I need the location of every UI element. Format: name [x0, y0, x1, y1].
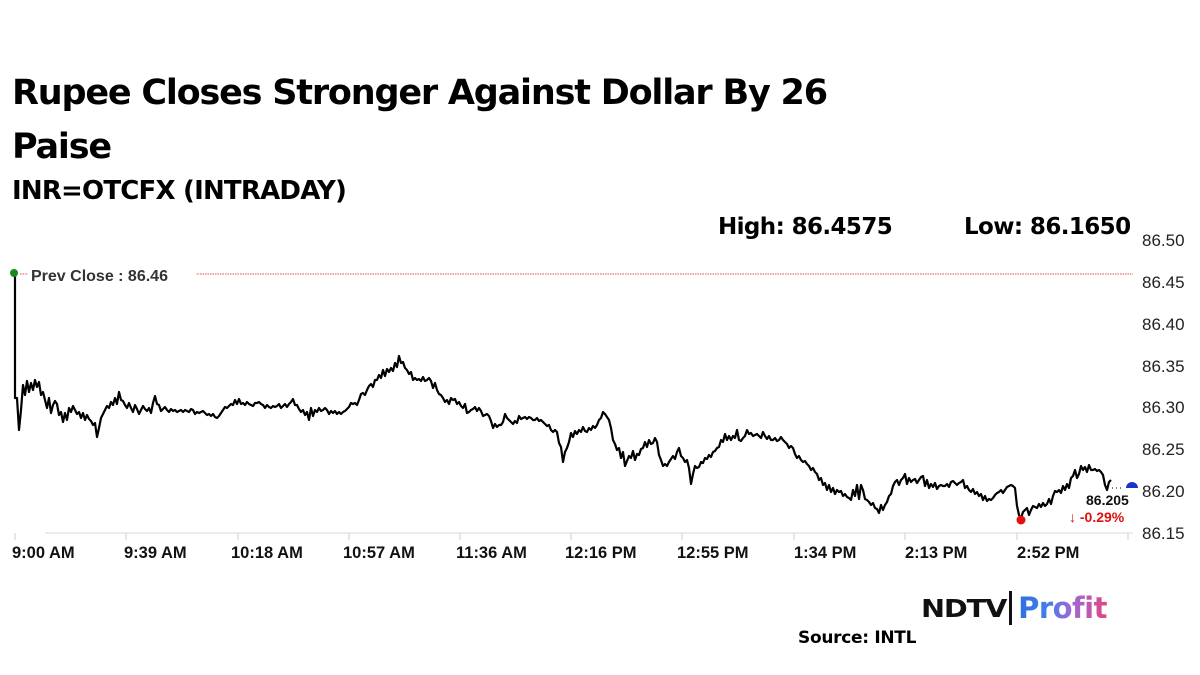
y-tick: 86.20	[1142, 482, 1185, 501]
source-credit: Source: INTL	[798, 628, 917, 648]
y-tick: 86.50	[1142, 231, 1185, 250]
x-axis: 9:00 AM 9:39 AM 10:18 AM 10:57 AM 11:36 …	[12, 544, 1079, 562]
price-line	[13, 274, 1112, 520]
x-tick: 12:16 PM	[565, 544, 637, 562]
x-tick: 9:39 AM	[124, 544, 187, 562]
chart-subtitle: INR=OTCFX (INTRADAY)	[12, 176, 347, 206]
x-tick: 10:18 AM	[231, 544, 303, 562]
y-tick: 86.35	[1142, 357, 1185, 376]
y-tick: 86.30	[1142, 398, 1185, 417]
prev-close-label: Prev Close : 86.46	[31, 268, 168, 285]
day-low-marker	[1016, 515, 1026, 525]
last-price-marker	[1126, 482, 1138, 488]
y-tick: 86.40	[1142, 315, 1185, 334]
y-tick: 86.45	[1142, 273, 1185, 292]
y-tick: 86.15	[1142, 524, 1185, 543]
ndtv-profit-logo: NDTV Profit	[921, 588, 1107, 628]
x-tick: 1:34 PM	[794, 544, 856, 562]
y-axis: 86.50 86.45 86.40 86.35 86.30 86.25 86.2…	[1142, 231, 1185, 543]
x-axis-ticks	[14, 533, 1129, 540]
logo-ndtv-text: NDTV	[921, 593, 1007, 623]
x-tick: 11:36 AM	[456, 544, 527, 562]
x-tick: 12:55 PM	[677, 544, 749, 562]
last-price-label: 86.205	[1086, 492, 1129, 508]
logo-profit-text: Profit	[1018, 591, 1107, 625]
x-tick: 10:57 AM	[343, 544, 415, 562]
low-value: Low: 86.1650	[964, 214, 1131, 240]
x-tick: 2:13 PM	[905, 544, 967, 562]
open-marker	[10, 269, 18, 277]
y-tick: 86.25	[1142, 440, 1185, 459]
x-tick: 2:52 PM	[1017, 544, 1079, 562]
x-tick: 9:00 AM	[12, 544, 75, 562]
high-value: High: 86.4575	[718, 214, 893, 240]
price-change-label: ↓ -0.29%	[1069, 509, 1125, 525]
logo-divider	[1009, 591, 1013, 625]
chart-title: Rupee Closes Stronger Against Dollar By …	[12, 73, 828, 167]
